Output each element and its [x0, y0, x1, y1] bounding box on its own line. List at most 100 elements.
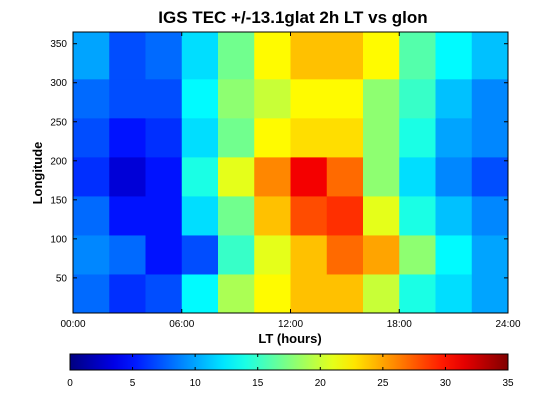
heatmap-cell	[109, 156, 146, 197]
heatmap-cell	[145, 195, 183, 236]
heatmap-cell	[471, 117, 509, 158]
heatmap-cell	[290, 273, 328, 314]
heatmap-cell	[145, 32, 183, 80]
y-tick-label: 250	[50, 117, 67, 128]
heatmap-cell	[435, 195, 473, 236]
heatmap-cell	[109, 78, 146, 119]
heatmap-cell	[435, 156, 473, 197]
heatmap-cell	[290, 78, 328, 119]
heatmap-cell	[73, 273, 110, 314]
heatmap-cell	[363, 117, 400, 158]
heatmap-cell	[326, 32, 364, 80]
heatmap-cell	[254, 195, 291, 236]
heatmap-cell	[254, 32, 291, 80]
heatmap-cell	[471, 195, 509, 236]
heatmap-cell	[363, 234, 400, 275]
heatmap-cell	[399, 78, 436, 119]
heatmap-cell	[363, 32, 400, 80]
heatmap-cell	[73, 156, 110, 197]
heatmap-cell	[218, 234, 255, 275]
heatmap-cell	[399, 117, 436, 158]
heatmap-cell	[290, 117, 328, 158]
heatmap-cell	[471, 32, 509, 80]
heatmap-cell	[181, 234, 219, 275]
heatmap-cell	[399, 195, 436, 236]
heatmap-cell	[109, 117, 146, 158]
heatmap-cell	[145, 273, 183, 314]
heatmap-cell	[399, 156, 436, 197]
heatmap-cell	[145, 156, 183, 197]
heatmap-cell	[435, 78, 473, 119]
colorbar-tick-label: 20	[315, 378, 327, 389]
y-tick-label: 200	[50, 156, 67, 167]
y-axis-title: Longitude	[30, 142, 45, 205]
heatmap-cell	[109, 273, 146, 314]
heatmap-cell	[181, 32, 219, 80]
colorbar-tick-label: 25	[377, 378, 389, 389]
heatmap-cell	[73, 117, 110, 158]
colorbar-tick-label: 15	[252, 378, 264, 389]
x-tick-label: 06:00	[169, 319, 194, 330]
heatmap-cell	[471, 234, 509, 275]
heatmap-cell	[471, 156, 509, 197]
y-tick-label: 100	[50, 234, 67, 245]
x-axis: 00:00 06:00 12:00 18:00 24:00	[60, 32, 521, 330]
heatmap-cell	[363, 195, 400, 236]
x-tick-label: 12:00	[278, 319, 303, 330]
heatmap-cell	[290, 32, 328, 80]
heatmap-cell	[326, 156, 364, 197]
heatmap-cell	[73, 32, 110, 80]
heatmap-cell	[218, 117, 255, 158]
x-tick-label: 00:00	[60, 319, 85, 330]
heatmap-cell	[145, 78, 183, 119]
x-tick-label: 24:00	[495, 319, 520, 330]
y-axis: 50 100 150 200 250 300 350	[50, 39, 508, 284]
heatmap-cell	[109, 32, 146, 80]
chart-title: IGS TEC +/-13.1glat 2h LT vs glon	[158, 8, 427, 27]
heatmap-cell	[145, 234, 183, 275]
heatmap-cell	[326, 117, 364, 158]
heatmap-cell	[254, 117, 291, 158]
heatmap-cell	[73, 78, 110, 119]
heatmap-cell	[326, 234, 364, 275]
heatmap-cell	[326, 78, 364, 119]
heatmap-cell	[254, 156, 291, 197]
x-axis-title: LT (hours)	[258, 331, 321, 346]
heatmap-cell	[290, 234, 328, 275]
heatmap-cells	[73, 32, 509, 314]
heatmap-cell	[399, 273, 436, 314]
heatmap-cell	[363, 273, 400, 314]
heatmap-cell	[218, 78, 255, 119]
heatmap-cell	[254, 273, 291, 314]
heatmap-cell	[435, 234, 473, 275]
heatmap-cell	[145, 117, 183, 158]
heatmap-cell	[399, 32, 436, 80]
heatmap-cell	[399, 234, 436, 275]
heatmap-cell	[363, 156, 400, 197]
heatmap-cell	[73, 195, 110, 236]
heatmap-cell	[254, 78, 291, 119]
colorbar-tick-label: 5	[130, 378, 136, 389]
heatmap-cell	[326, 273, 364, 314]
heatmap-cell	[73, 234, 110, 275]
colorbar-axis: 0 5 10 15 20 25 30 35	[67, 354, 514, 389]
heatmap-cell	[218, 32, 255, 80]
heatmap-cell	[290, 156, 328, 197]
heatmap-cell	[181, 273, 219, 314]
y-tick-label: 50	[56, 273, 68, 284]
y-tick-label: 350	[50, 39, 67, 50]
heatmap-cell	[326, 195, 364, 236]
y-tick-label: 300	[50, 78, 67, 89]
heatmap-cell	[435, 117, 473, 158]
colorbar-tick-label: 0	[67, 378, 73, 389]
heatmap-cell	[435, 273, 473, 314]
colorbar-tick-label: 10	[190, 378, 202, 389]
heatmap-cell	[290, 195, 328, 236]
heatmap-cell	[218, 156, 255, 197]
colorbar	[69, 353, 509, 371]
heatmap-cell	[471, 78, 509, 119]
heatmap-cell	[109, 195, 146, 236]
x-tick-label: 18:00	[387, 319, 412, 330]
colorbar-tick-label: 30	[440, 378, 452, 389]
